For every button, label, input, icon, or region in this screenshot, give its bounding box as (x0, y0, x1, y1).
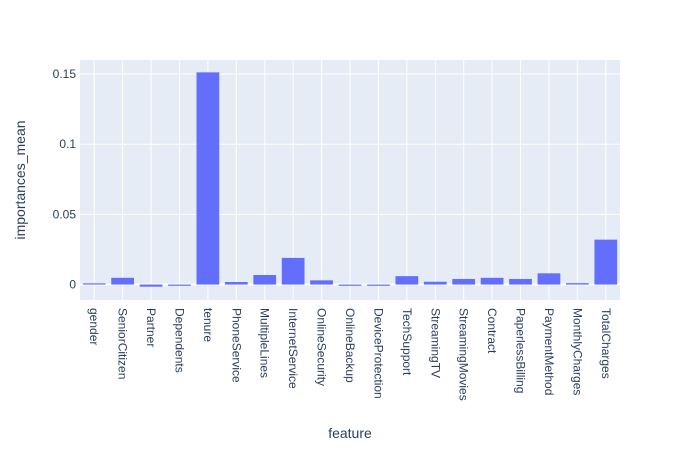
x-axis-title: feature (328, 425, 372, 441)
x-tick-label: OnlineSecurity (315, 308, 329, 386)
x-tick-label: StreamingMovies (457, 308, 471, 401)
bar-tenure (196, 72, 220, 285)
x-tick-label: StreamingTV (428, 308, 442, 378)
bar-Contract (480, 277, 504, 285)
bar-PaymentMethod (537, 273, 561, 285)
bar-MonthlyCharges (566, 283, 589, 285)
bars (82, 72, 618, 287)
y-axis-ticks: 0 0.05 0.1 0.15 (53, 67, 77, 292)
y-tick-label: 0.05 (53, 207, 77, 221)
x-tick-label: PaperlessBilling (514, 308, 528, 393)
bar-gender (82, 283, 106, 285)
bar-TotalCharges (594, 239, 618, 285)
x-tick-label: OnlineBackup (343, 308, 357, 383)
x-tick-label: PaymentMethod (542, 308, 556, 395)
bar-Dependents (168, 284, 191, 286)
bar-StreamingTV (423, 281, 447, 285)
x-tick-label: Dependents (172, 308, 186, 373)
bar-SeniorCitizen (111, 277, 134, 285)
bar-TechSupport (395, 276, 419, 285)
x-axis-ticks: gender SeniorCitizen Partner Dependents tenu… (87, 308, 613, 401)
x-tick-label: TotalCharges (599, 308, 613, 379)
x-tick-label: Contract (485, 308, 499, 354)
y-axis-title: importances_mean (12, 120, 28, 239)
x-tick-label: InternetService (286, 308, 300, 389)
bar-OnlineBackup (338, 284, 362, 286)
x-tick-label: TechSupport (400, 308, 414, 376)
x-tick-label: MonthlyCharges (570, 308, 584, 395)
bar-MultipleLines (253, 275, 277, 285)
x-tick-label: PhoneService (229, 308, 243, 383)
x-tick-label: DeviceProtection (371, 308, 385, 399)
y-tick-label: 0.1 (59, 137, 76, 151)
x-tick-label: MultipleLines (258, 308, 272, 378)
bar-OnlineSecurity (310, 280, 333, 285)
bar-PhoneService (224, 282, 248, 285)
x-tick-label: tenure (201, 308, 215, 342)
x-tick-label: gender (87, 308, 101, 345)
y-tick-label: 0 (69, 278, 76, 292)
bar-StreamingMovies (452, 278, 476, 285)
x-tick-label: SeniorCitizen (116, 308, 130, 379)
y-tick-label: 0.15 (53, 67, 77, 81)
bar-Partner (139, 284, 163, 287)
bar-DeviceProtection (367, 284, 390, 286)
bar-PaperlessBilling (509, 278, 532, 285)
bar-InternetService (281, 257, 305, 285)
x-tick-label: Partner (144, 308, 158, 347)
